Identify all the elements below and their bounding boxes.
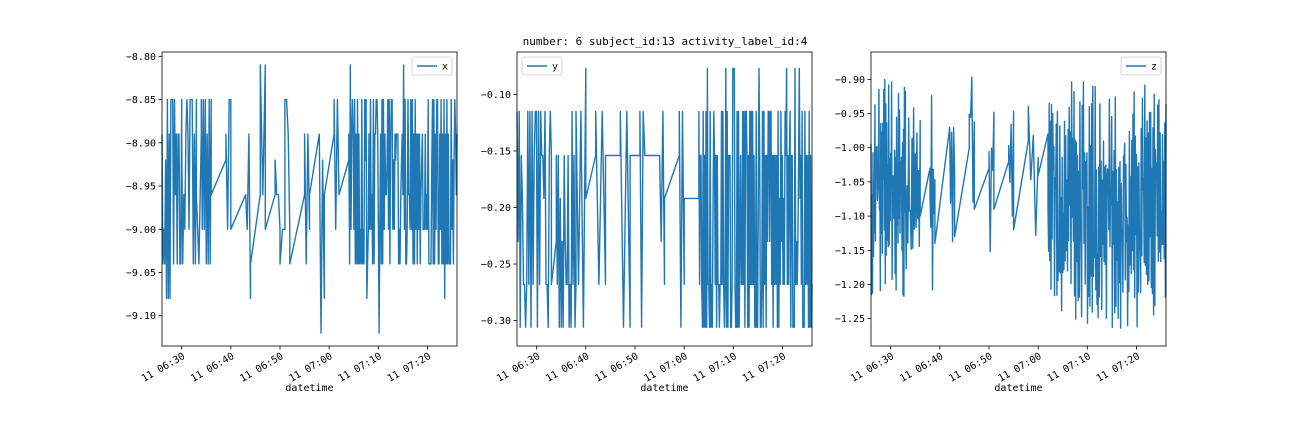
x-tick-label: 11 07:20 (386, 351, 433, 385)
x-tick-label: 11 06:30 (849, 351, 896, 385)
series-line-x (161, 64, 458, 334)
subplot-y: −0.10 −0.15 −0.20 −0.25 −0.30 11 06:30 11 06:4… (481, 51, 813, 394)
y-tick-label: −0.30 (481, 316, 511, 327)
x-tick-label: 11 06:50 (238, 351, 285, 385)
x-tick-label: 11 06:40 (898, 351, 945, 385)
y-tick-label: −0.90 (835, 75, 865, 86)
subplot-grid: −8.80 −8.85 −8.90 −8.95 −9.00 −9.05 −9.10 11 06… (126, 51, 1167, 394)
x-tick-label: 11 06:40 (189, 351, 236, 385)
x-tick-label: 11 06:30 (140, 351, 187, 385)
series-line-y (516, 67, 813, 328)
y-tick-label: −8.90 (126, 138, 156, 149)
figure-title: number: 6 subject_id:13 activity_label_i… (523, 35, 808, 48)
y-tick-label: −1.20 (835, 280, 865, 291)
y-tick-label: −0.20 (481, 203, 511, 214)
y-tick-label: −9.10 (126, 311, 156, 322)
x-tick-label: 11 06:50 (593, 351, 640, 385)
y-tick-label: −1.10 (835, 212, 865, 223)
y-tick-label: −0.95 (835, 109, 865, 120)
x-tick-label: 11 07:00 (287, 351, 334, 385)
x-tick-label: 11 07:00 (642, 351, 689, 385)
y-tick-label: −9.00 (126, 225, 156, 236)
legend: z (1120, 56, 1162, 76)
y-tick-label: −9.05 (126, 268, 156, 279)
x-tick-label: 11 07:00 (996, 351, 1043, 385)
y-tick-label: −1.15 (835, 246, 865, 257)
y-tick-label: −8.95 (126, 182, 156, 193)
subplot-z: −0.90 −0.95 −1.00 −1.05 −1.10 −1.15 −1.20 −1.25… (835, 51, 1167, 394)
y-tick-label: −8.80 (126, 52, 156, 63)
x-axis-label: datetime (994, 383, 1042, 394)
y-tick-label: −1.05 (835, 177, 865, 188)
legend: y (521, 56, 563, 76)
x-tick-label: 11 07:20 (1095, 351, 1142, 385)
y-tick-label: −8.85 (126, 95, 156, 106)
x-tick-label: 11 06:30 (495, 351, 542, 385)
x-tick-label: 11 07:10 (337, 351, 384, 385)
subplot-x: −8.80 −8.85 −8.90 −8.95 −9.00 −9.05 −9.10 11 06… (126, 51, 458, 394)
x-axis-label: datetime (640, 383, 688, 394)
plot-frame (161, 51, 458, 347)
x-tick-label: 11 07:10 (692, 351, 739, 385)
x-tick-label: 11 06:40 (544, 351, 591, 385)
y-tick-label: −1.00 (835, 143, 865, 154)
y-tick-label: −0.15 (481, 146, 511, 157)
x-tick-label: 11 06:50 (947, 351, 994, 385)
y-tick-label: −0.10 (481, 90, 511, 101)
series-line-z (870, 76, 1167, 329)
plot-frame (516, 51, 813, 347)
y-tick-label: −0.25 (481, 260, 511, 271)
x-axis-label: datetime (285, 383, 333, 394)
legend: x (411, 56, 453, 76)
legend-label: z (1151, 62, 1157, 73)
x-tick-label: 11 07:10 (1046, 351, 1093, 385)
y-tick-label: −1.25 (835, 314, 865, 325)
legend-label: x (442, 62, 448, 73)
x-tick-label: 11 07:20 (741, 351, 788, 385)
legend-label: y (552, 62, 558, 73)
plot-frame (870, 51, 1167, 347)
